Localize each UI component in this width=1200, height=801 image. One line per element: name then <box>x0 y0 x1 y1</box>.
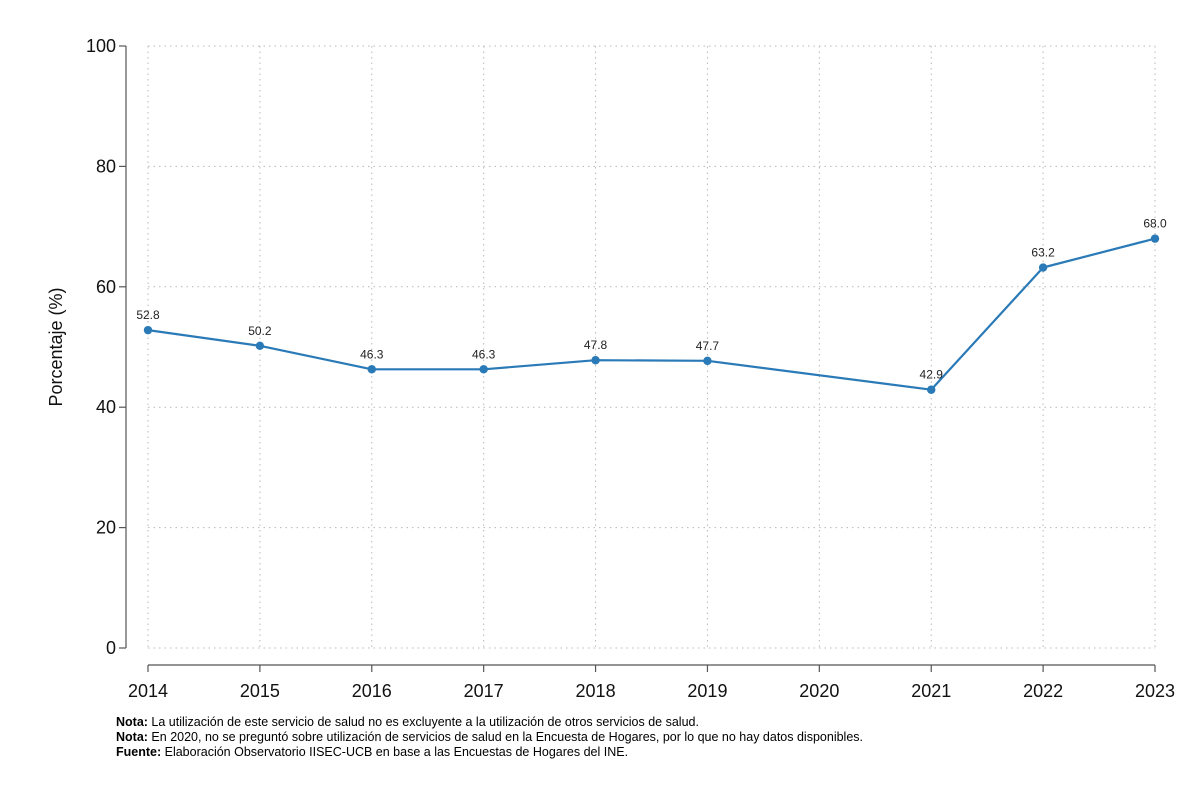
y-tick-label: 40 <box>96 397 116 417</box>
data-label: 46.3 <box>360 347 384 361</box>
data-point <box>1150 234 1160 243</box>
data-label: 50.2 <box>248 324 272 338</box>
y-tick-label: 60 <box>96 277 116 297</box>
data-point <box>367 365 376 374</box>
data-point <box>479 365 488 374</box>
y-axis-label: Porcentaje (%) <box>46 287 66 406</box>
note-text: La utilización de este servicio de salud… <box>147 715 699 729</box>
data-point <box>255 341 265 350</box>
y-tick-label: 20 <box>96 518 116 538</box>
data-label: 46.3 <box>472 347 496 361</box>
note-line: Nota: En 2020, no se preguntó sobre util… <box>116 730 863 745</box>
data-label: 47.8 <box>584 338 608 352</box>
y-tick-label: 0 <box>106 638 116 658</box>
axes: 0 20 40 60 80 100 2014 2015 2016 2017 2018 2019 2020… <box>86 36 1175 701</box>
x-tick-label: 2018 <box>576 681 616 701</box>
source-line: Fuente: Elaboración Observatorio IISEC-U… <box>116 745 863 760</box>
x-tick-label: 2020 <box>799 681 839 701</box>
x-tick-label: 2016 <box>352 681 392 701</box>
data-point <box>927 385 936 394</box>
data-label: 52.8 <box>136 308 160 322</box>
notes: Nota: La utilización de este servicio de… <box>116 715 863 760</box>
data-point <box>703 356 712 366</box>
data-point <box>143 325 153 335</box>
x-tick-label: 2017 <box>464 681 504 701</box>
x-tick-label: 2014 <box>128 681 168 701</box>
note-prefix: Nota: <box>116 730 148 744</box>
note-text: En 2020, no se preguntó sobre utilizació… <box>147 730 863 744</box>
data-label: 47.7 <box>696 339 720 353</box>
data-point <box>591 356 600 365</box>
y-tick-label: 80 <box>96 156 116 176</box>
x-tick-label: 2023 <box>1135 681 1175 701</box>
note-prefix: Nota: <box>116 715 148 729</box>
source-prefix: Fuente: <box>116 745 162 759</box>
line-chart: 0 20 40 60 80 100 2014 2015 2016 2017 2018 2019 2020… <box>46 36 1175 701</box>
x-tick-label: 2019 <box>687 681 727 701</box>
x-tick-label: 2021 <box>911 681 951 701</box>
data-label: 42.9 <box>920 368 944 382</box>
note-line: Nota: La utilización de este servicio de… <box>116 715 863 730</box>
series-layer: 52.8 50.2 46.3 46.3 47.8 47.7 42.9 63.2 68.0 <box>136 217 1167 394</box>
data-label: 63.2 <box>1031 246 1055 260</box>
x-tick-label: 2015 <box>240 681 280 701</box>
grid-lines <box>147 45 1156 649</box>
source-text: Elaboración Observatorio IISEC-UCB en ba… <box>161 745 629 759</box>
data-label: 68.0 <box>1143 217 1167 231</box>
series-line <box>147 237 1156 391</box>
data-point <box>1038 263 1048 272</box>
x-tick-label: 2022 <box>1023 681 1063 701</box>
y-tick-label: 100 <box>86 36 116 56</box>
